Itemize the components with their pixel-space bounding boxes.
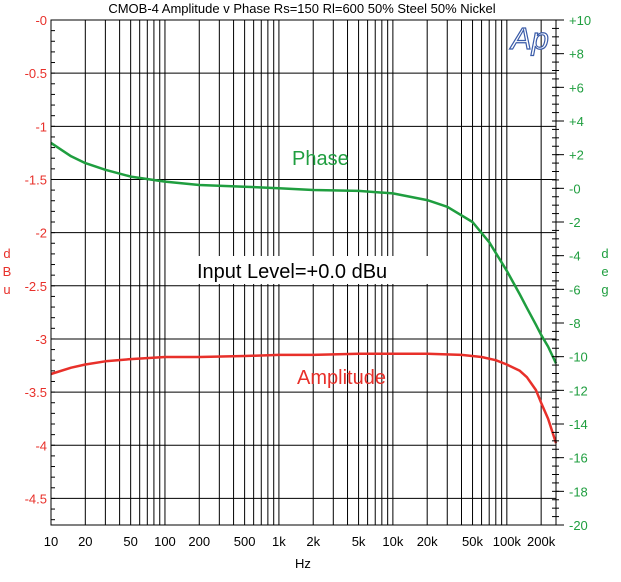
left-tick-label: -2	[35, 226, 47, 241]
right-tick-label: +4	[569, 114, 584, 129]
right-tick-label: -6	[569, 282, 581, 297]
right-tick-label: -16	[569, 451, 588, 466]
x-tick-label: 100	[154, 534, 176, 549]
left-tick-label: -0	[35, 13, 47, 28]
left-tick-label: -0.5	[25, 66, 47, 81]
left-axis: -0 -0.5 -1 -1.5 -2 -2.5 -3 -3.5 -4 -4.5	[25, 13, 55, 520]
right-tick-label: -14	[569, 417, 588, 432]
ap-logo: Ap	[509, 21, 549, 56]
right-tick-label: -4	[569, 249, 581, 264]
right-tick-label: -0	[569, 181, 581, 196]
amplitude-label: Amplitude	[297, 367, 386, 389]
x-tick-label: 10k	[382, 534, 403, 549]
series-group	[51, 143, 556, 443]
right-tick-label: -10	[569, 350, 588, 365]
right-tick-label: -20	[569, 518, 588, 533]
left-tick-label: -4.5	[25, 491, 47, 506]
input-level-label: Input Level=+0.0 dBu	[197, 261, 387, 283]
right-tick-label: +2	[569, 148, 584, 163]
right-tick-label: +6	[569, 80, 584, 95]
x-tick-label: 10	[44, 534, 58, 549]
left-tick-label: -3	[35, 332, 47, 347]
right-tick-label: -18	[569, 484, 588, 499]
right-tick-label: +8	[569, 47, 584, 62]
x-tick-label: 2k	[306, 534, 320, 549]
x-tick-label: 50k	[462, 534, 483, 549]
right-tick-label: +10	[569, 13, 591, 28]
right-axis: +10 +8 +6 +4 +2 -0 -2 -4 -6 -8 -10 -12 -14 -16 -18 -20	[552, 13, 591, 533]
right-axis-label: d e g	[601, 246, 608, 297]
right-tick-label: -2	[569, 215, 581, 230]
right-axis-label-char: d	[601, 246, 608, 261]
phase-series-line	[51, 143, 556, 364]
x-tick-label: 5k	[352, 534, 366, 549]
left-tick-label: -2.5	[25, 279, 47, 294]
x-axis: 10 20 50 100 200 500 1k 2k 5k 10k 20k 50k 100k 200k	[44, 534, 556, 549]
x-tick-label: 200	[188, 534, 210, 549]
left-axis-label-char: u	[3, 282, 10, 297]
left-axis-label-char: d	[3, 246, 10, 261]
x-tick-label: 200k	[527, 534, 556, 549]
x-tick-label: 50	[123, 534, 137, 549]
x-axis-label: Hz	[295, 556, 311, 571]
x-tick-label: 20	[78, 534, 92, 549]
right-axis-label-char: e	[601, 264, 608, 279]
x-tick-label: 1k	[272, 534, 286, 549]
left-tick-label: -4	[35, 438, 47, 453]
x-tick-label: 500	[234, 534, 256, 549]
left-tick-label: -1	[35, 119, 47, 134]
left-axis-label-char: B	[3, 264, 12, 279]
phase-label: Phase	[292, 148, 349, 170]
x-tick-label: 20k	[417, 534, 438, 549]
left-axis-label: d B u	[3, 246, 12, 297]
left-tick-label: -3.5	[25, 385, 47, 400]
left-tick-label: -1.5	[25, 172, 47, 187]
right-tick-label: -8	[569, 316, 581, 331]
x-tick-label: 100k	[493, 534, 522, 549]
right-tick-label: -12	[569, 383, 588, 398]
chart-title: CMOB-4 Amplitude v Phase Rs=150 Rl=600 5…	[108, 1, 495, 16]
right-axis-label-char: g	[601, 282, 608, 297]
